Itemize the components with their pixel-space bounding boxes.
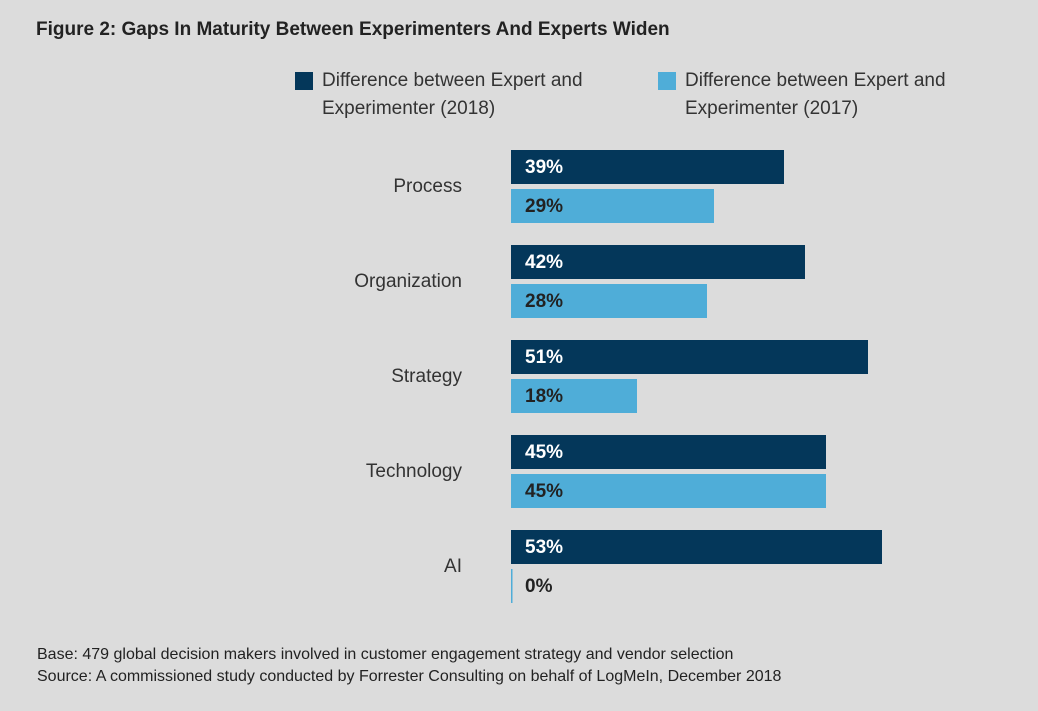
bar-strategy-2017 [511,379,637,413]
data-label-organization-2018: 42% [525,252,563,273]
data-label-process-2017: 29% [525,196,563,217]
source-note: Source: A commissioned study conducted b… [37,668,782,685]
legend-item-2017: Difference between Expert and Experiment… [658,67,985,123]
base-note: Base: 479 global decision makers involve… [37,646,734,663]
data-label-process-2018: 39% [525,157,563,178]
legend-swatch-2017 [658,72,676,90]
legend-item-2018: Difference between Expert and Experiment… [295,67,622,123]
category-label-process: Process [393,176,462,197]
bar-technology-2018 [511,435,826,469]
legend-label-2018: Difference between Expert and Experiment… [322,70,583,119]
bar-process-2018 [511,150,784,184]
legend-swatch-2018 [295,72,313,90]
chart-title: Figure 2: Gaps In Maturity Between Exper… [36,19,670,40]
data-label-ai-2017: 0% [525,576,553,597]
bar-organization-2017 [511,284,707,318]
legend-label-2017: Difference between Expert and Experiment… [685,70,946,119]
data-label-technology-2018: 45% [525,442,563,463]
data-label-organization-2017: 28% [525,291,563,312]
bar-strategy-2018 [511,340,868,374]
bar-organization-2018 [511,245,805,279]
data-label-strategy-2018: 51% [525,347,563,368]
category-label-organization: Organization [354,271,462,292]
bar-process-2017 [511,189,714,223]
bar-technology-2017 [511,474,826,508]
category-label-ai: AI [444,556,462,577]
category-label-strategy: Strategy [391,366,462,387]
chart-footer: Base: 479 global decision makers involve… [37,644,781,688]
legend: Difference between Expert and Experiment… [0,67,1038,127]
category-label-technology: Technology [366,461,463,482]
bar-ai-2018 [511,530,882,564]
data-label-strategy-2017: 18% [525,386,563,407]
bar-ai-2017 [511,569,513,603]
data-label-technology-2017: 45% [525,481,563,502]
data-label-ai-2018: 53% [525,537,563,558]
